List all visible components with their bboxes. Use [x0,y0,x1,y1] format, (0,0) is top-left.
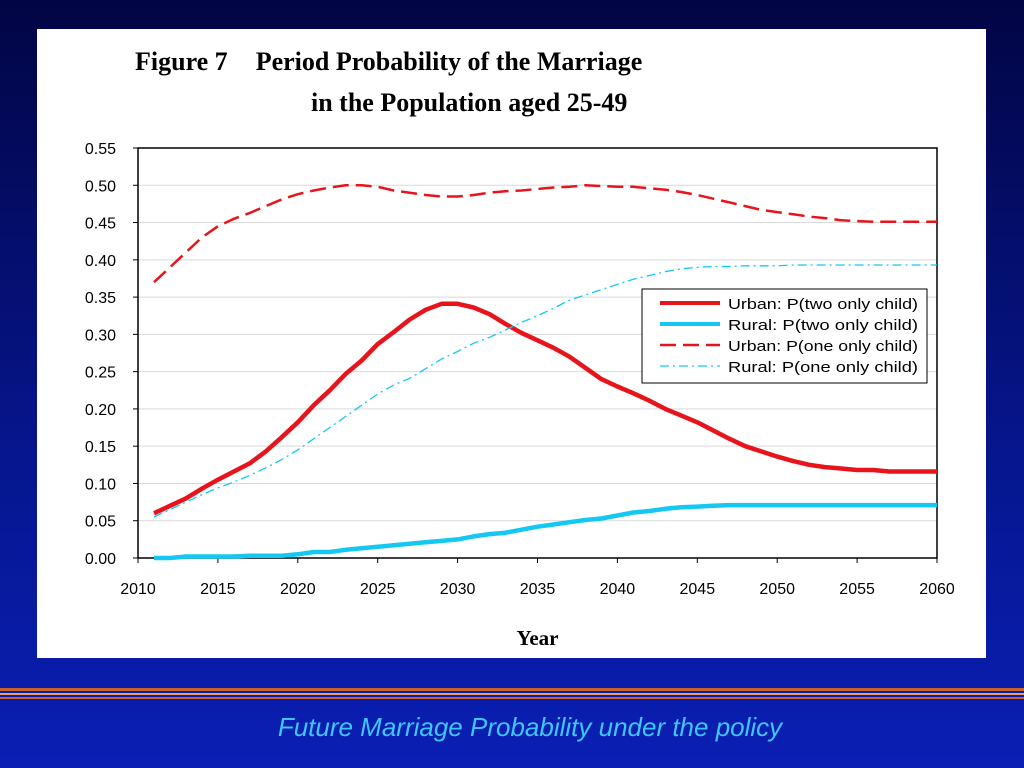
x-axis-label: Year [517,626,559,650]
x-tick-label: 2025 [360,581,396,598]
y-tick-label: 0.20 [85,402,116,419]
series-line-2 [154,502,937,561]
x-tick-label: 2035 [520,581,556,598]
divider-stripe-top [0,688,1024,691]
slide-footer-caption: Future Marriage Probability under the po… [277,712,783,742]
divider-stripe-middle [0,693,1024,695]
y-tick-label: 0.15 [85,439,116,456]
y-tick-label: 0.30 [85,327,116,344]
y-tick-label: 0.55 [85,141,116,158]
x-tick-label: 2050 [759,581,795,598]
y-tick-label: 0.50 [85,178,116,195]
x-tick-label: 2010 [120,581,156,598]
y-tick-label: 0.00 [85,551,116,568]
legend: Urban: P(two only child) Rural: P(two onl… [641,288,928,384]
legend-label-4: Rural: P(one only child) [728,359,918,376]
x-tick-label: 2055 [839,581,875,598]
x-tick-label: 2020 [280,581,316,598]
legend-label-1: Urban: P(two only child) [728,296,918,313]
series-line-1 [153,301,937,516]
chart-title-line2: in the Population aged 25-49 [311,88,628,117]
legend-label-3: Urban: P(one only child) [728,338,918,355]
series-line-4 [153,264,937,518]
y-tick-label: 0.45 [85,216,116,233]
y-tick-label: 0.35 [85,290,116,307]
y-tick-label: 0.10 [85,476,116,493]
x-tick-label: 2060 [919,581,955,598]
x-tick-label: 2040 [600,581,636,598]
y-tick-label: 0.40 [85,253,116,270]
chart-title-text: Period Probability of the Marriage [255,47,643,76]
y-tick-label: 0.05 [85,514,116,531]
x-tick-label: 2015 [200,581,236,598]
chart-title-line1: Figure 7 Period Probability of the Marria… [135,47,642,77]
figure-number: Figure 7 [135,47,228,76]
x-tick-label: 2045 [680,581,716,598]
series-line-3 [153,184,937,284]
y-tick-label: 0.25 [85,365,116,382]
legend-label-2: Rural: P(two only child) [728,317,918,334]
x-tick-label: 2030 [440,581,476,598]
divider-stripe-bottom [0,697,1024,699]
